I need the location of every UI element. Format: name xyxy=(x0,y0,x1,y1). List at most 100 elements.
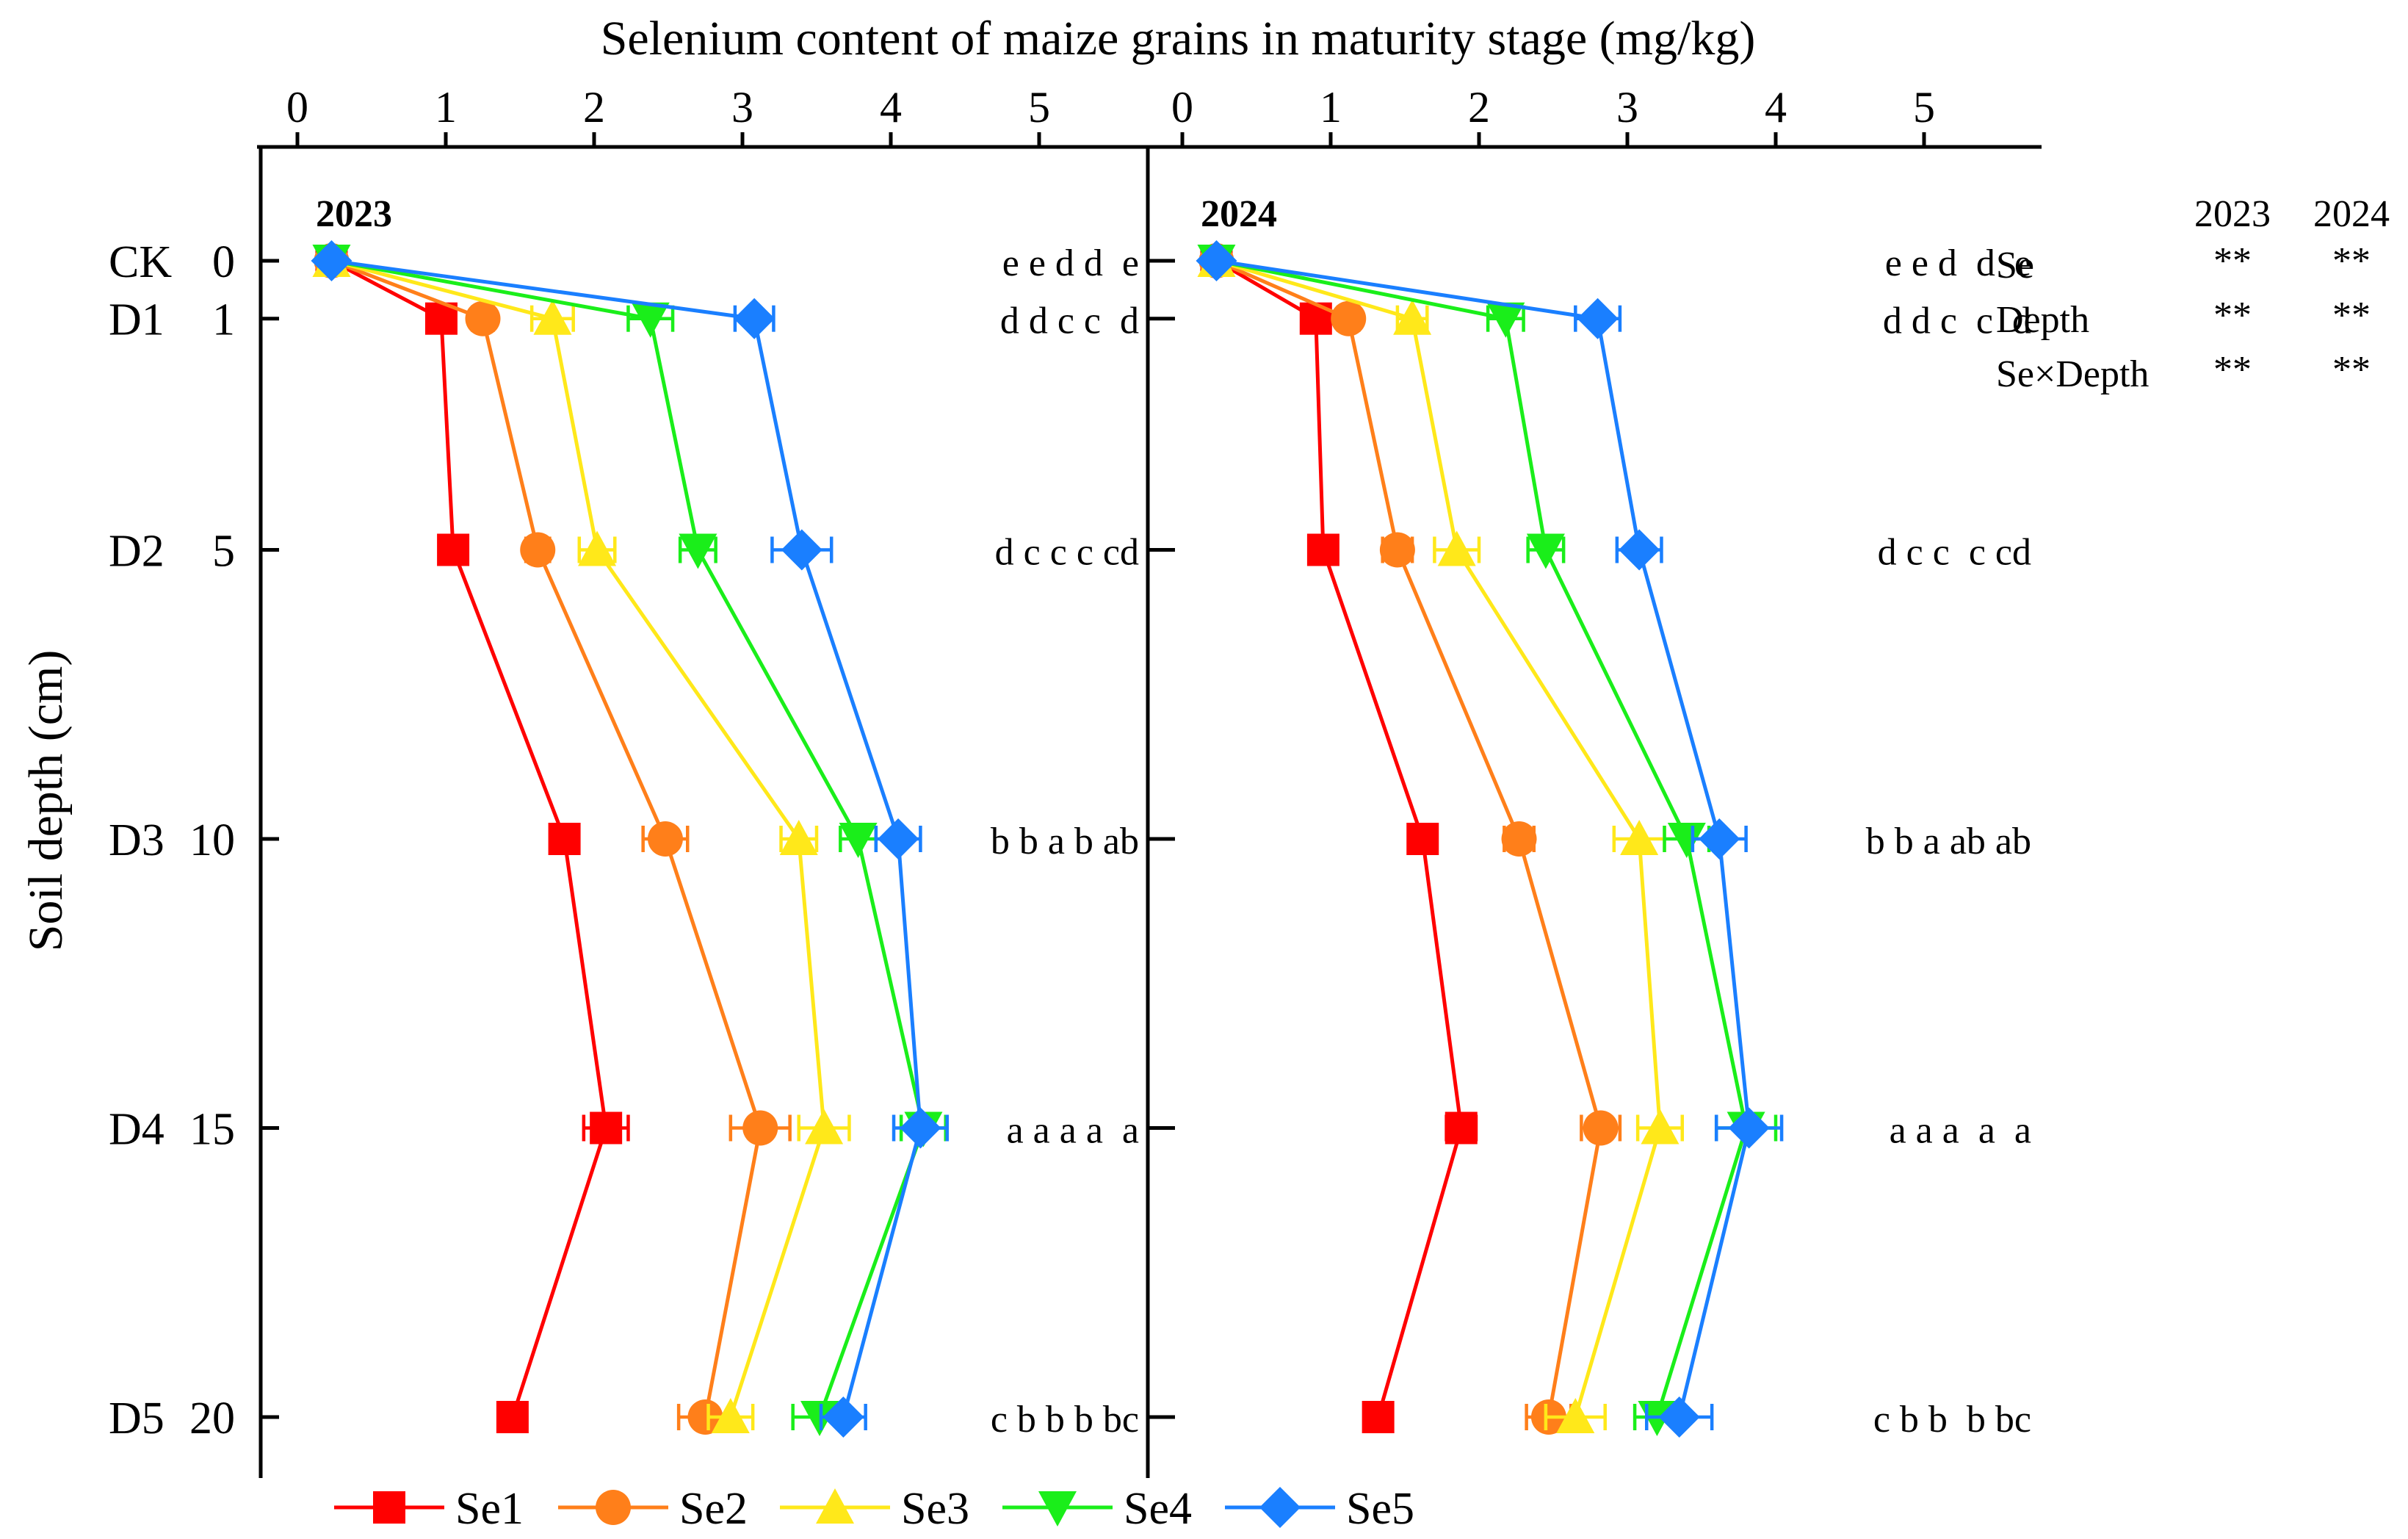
x-axis-title: Selenium content of maize grains in matu… xyxy=(601,12,1756,65)
data-point xyxy=(1306,533,1339,566)
data-point xyxy=(679,533,717,569)
data-point xyxy=(533,299,572,335)
data-point xyxy=(520,532,556,568)
depth-group-label: D4 xyxy=(109,1105,164,1155)
x-tick-label: 3 xyxy=(1616,83,1638,131)
panel-year-label: 2024 xyxy=(1201,193,1277,235)
data-point xyxy=(496,1401,529,1433)
data-point xyxy=(1619,529,1660,571)
x-tick-label: 4 xyxy=(880,83,902,131)
data-point xyxy=(437,533,470,566)
x-tick-label: 0 xyxy=(286,83,308,131)
data-point xyxy=(548,823,581,855)
data-point xyxy=(647,821,683,857)
x-tick-label: 1 xyxy=(1320,83,1342,131)
legend-label: Se2 xyxy=(679,1484,748,1534)
anova-significance: ** xyxy=(2213,240,2252,282)
legend-marker xyxy=(596,1490,631,1525)
series-se3 xyxy=(312,242,851,1433)
significance-letters: c b b b bc xyxy=(1873,1399,2031,1441)
series-se4 xyxy=(1197,245,1778,1436)
series-se1 xyxy=(315,245,630,1433)
data-point xyxy=(1583,1110,1619,1146)
legend-marker xyxy=(1259,1487,1301,1528)
x-tick-label: 0 xyxy=(1171,83,1193,131)
data-point xyxy=(1667,823,1706,858)
data-point xyxy=(631,302,670,338)
data-point xyxy=(1393,299,1432,335)
x-tick-label: 2 xyxy=(1468,83,1490,131)
data-point xyxy=(1379,532,1415,568)
data-point xyxy=(1641,1109,1680,1145)
significance-letters: e e d d e xyxy=(1002,242,1139,284)
depth-tick-label: 15 xyxy=(189,1105,235,1155)
data-point xyxy=(1486,302,1525,338)
significance-letters: a a a a a xyxy=(1007,1110,1139,1152)
anova-factor-label: Se xyxy=(1996,245,2034,286)
data-point xyxy=(822,1396,864,1438)
series-line xyxy=(330,259,608,1418)
data-point xyxy=(1445,1111,1478,1145)
anova-factor-label: Se×Depth xyxy=(1996,353,2149,395)
anova-column-header: 2023 xyxy=(2194,193,2271,235)
data-point xyxy=(1728,1107,1770,1149)
significance-letters: b b a ab ab xyxy=(1866,821,2031,862)
series-line xyxy=(331,259,926,1418)
data-point xyxy=(1196,240,1237,281)
series-se5 xyxy=(1196,240,1784,1438)
data-point xyxy=(1577,298,1619,339)
data-point xyxy=(711,1398,750,1433)
data-point xyxy=(687,1399,723,1435)
legend-label: Se4 xyxy=(1124,1484,1192,1534)
depth-tick-label: 10 xyxy=(189,815,235,865)
series-line xyxy=(331,259,922,1418)
significance-letters: a a a a a xyxy=(1890,1110,2031,1152)
anova-significance: ** xyxy=(2213,349,2252,391)
depth-tick-label: 5 xyxy=(212,527,235,577)
significance-letters: d d c c d xyxy=(1883,300,2031,342)
significance-letters: d c c c cd xyxy=(995,532,1139,574)
series-se5 xyxy=(311,240,950,1438)
data-point xyxy=(805,1109,844,1145)
series-line xyxy=(1215,259,1749,1418)
data-point xyxy=(1699,818,1740,859)
data-point xyxy=(1526,533,1565,569)
x-tick-label: 2 xyxy=(583,83,605,131)
legend-marker xyxy=(373,1491,405,1524)
x-tick-label: 3 xyxy=(731,83,753,131)
significance-letters: b b a b ab xyxy=(991,821,1139,862)
series-line xyxy=(1215,259,1603,1418)
data-point xyxy=(1620,820,1659,855)
legend-marker xyxy=(816,1488,854,1524)
anova-factor-label: Depth xyxy=(1996,299,2089,341)
anova-significance: ** xyxy=(2332,349,2371,391)
data-point xyxy=(1658,1396,1700,1438)
series-se4 xyxy=(312,245,947,1436)
legend-item-se4: Se4 xyxy=(1002,1484,1192,1534)
data-point xyxy=(311,240,352,281)
data-point xyxy=(779,820,818,855)
significance-letters: d d c c d xyxy=(1000,300,1139,342)
depth-group-label: D1 xyxy=(109,295,164,345)
x-tick-label: 5 xyxy=(1913,83,1935,131)
data-point xyxy=(900,1107,941,1149)
series-line xyxy=(330,259,826,1418)
data-point xyxy=(1501,821,1537,857)
data-point xyxy=(1437,530,1476,566)
series-line xyxy=(330,259,762,1418)
data-point xyxy=(781,529,822,571)
significance-letters: c b b b bc xyxy=(991,1399,1139,1441)
x-tick-label: 4 xyxy=(1765,83,1787,131)
depth-tick-label: 20 xyxy=(189,1394,235,1444)
y-axis-title: Soil depth (cm) xyxy=(19,650,73,952)
legend-item-se5: Se5 xyxy=(1225,1484,1414,1534)
data-point xyxy=(590,1111,623,1145)
data-point xyxy=(578,530,617,566)
series-line xyxy=(1215,259,1662,1418)
data-point xyxy=(1406,823,1439,855)
data-point xyxy=(839,823,878,858)
data-point xyxy=(878,818,919,859)
series-line xyxy=(1215,259,1464,1418)
legend-label: Se3 xyxy=(901,1484,969,1534)
